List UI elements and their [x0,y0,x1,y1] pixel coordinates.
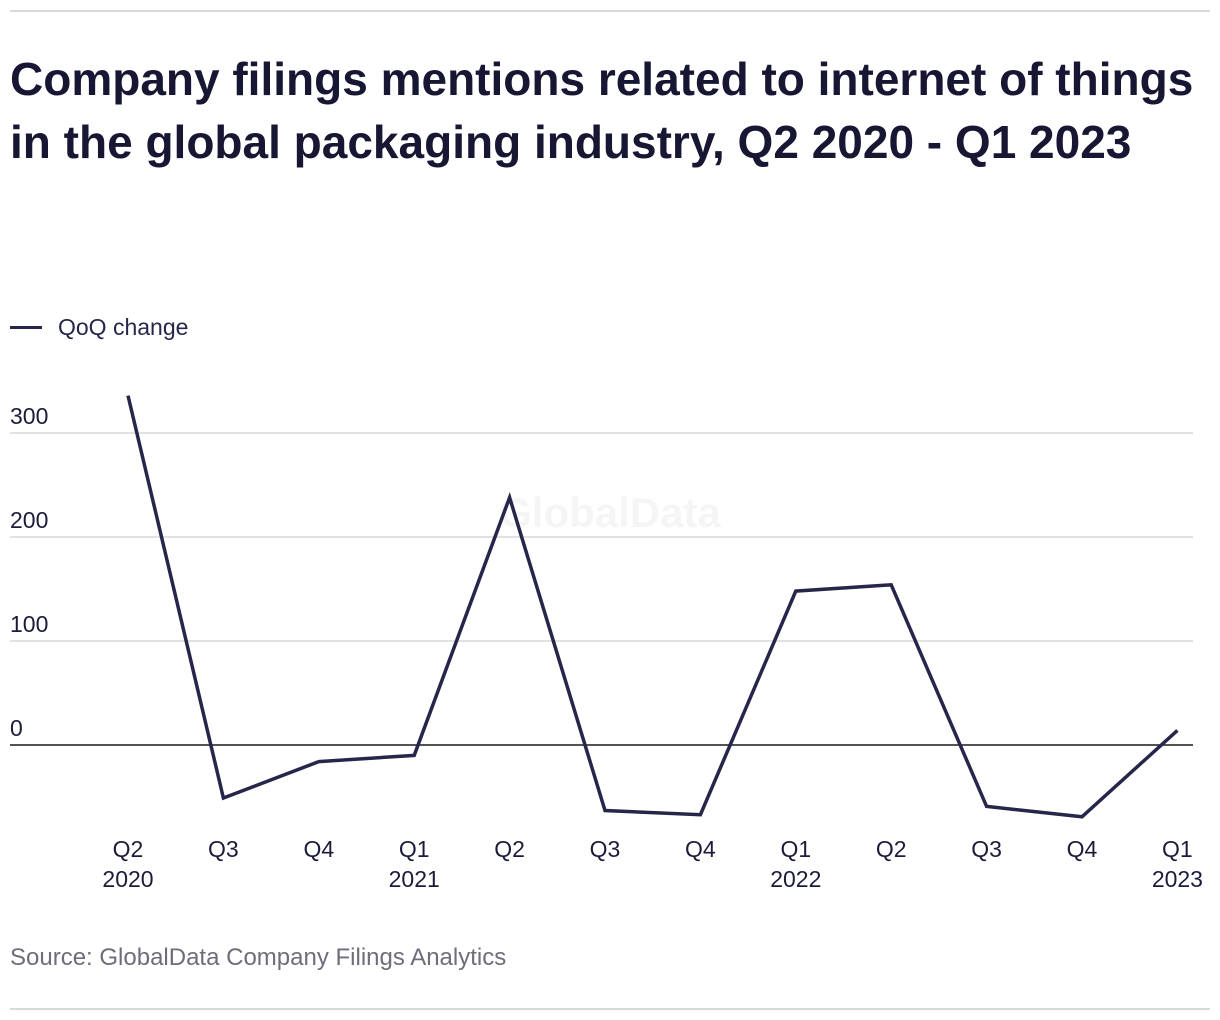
x-tick-quarter: Q4 [1067,836,1098,862]
x-tick-quarter: Q3 [208,836,239,862]
x-tick-quarter: Q3 [590,836,621,862]
watermark: GlobalData [499,489,721,536]
x-tick-label: Q2 2020 [102,836,153,892]
source-note: Source: GlobalData Company Filings Analy… [10,944,507,971]
legend-swatch [10,325,42,329]
x-tick-year: 2021 [389,866,440,892]
legend: QoQ change [10,312,188,342]
x-tick-quarter: Q4 [685,836,716,862]
x-tick-year: 2022 [770,866,821,892]
x-tick-label: Q4 [1067,836,1098,862]
y-tick-label: 0 [10,715,23,741]
bottom-divider [10,1008,1210,1010]
x-tick-quarter: Q1 [399,836,430,862]
x-tick-quarter: Q3 [971,836,1002,862]
top-divider [10,10,1210,12]
y-tick-label: 300 [10,403,48,429]
x-tick-quarter: Q2 [876,836,907,862]
x-tick-label: Q3 [971,836,1002,862]
line-chart: GlobalData 0 100 200 300 Q2 2020 Q3 Q4 Q1 2021 Q2… [10,395,1203,892]
x-tick-label: Q4 [685,836,716,862]
x-tick-label: Q1 2022 [770,836,821,892]
x-tick-quarter: Q4 [303,836,334,862]
x-tick-quarter: Q1 [780,836,811,862]
chart-title: Company filings mentions related to inte… [10,53,1194,168]
x-tick-label: Q2 [494,836,525,862]
series-line-qoq-change [126,395,1179,819]
x-tick-year: 2023 [1152,866,1203,892]
y-tick-label: 200 [10,507,48,533]
y-tick-label: 100 [10,611,48,637]
x-tick-label: Q3 [590,836,621,862]
x-tick-label: Q4 [303,836,334,862]
x-tick-quarter: Q1 [1162,836,1193,862]
x-tick-quarter: Q2 [113,836,144,862]
x-tick-year: 2020 [102,866,153,892]
x-tick-label: Q2 [876,836,907,862]
x-tick-label: Q3 [208,836,239,862]
legend-label: QoQ change [58,313,189,340]
x-tick-quarter: Q2 [494,836,525,862]
x-tick-label: Q1 2023 [1152,836,1203,892]
x-tick-label: Q1 2021 [389,836,440,892]
